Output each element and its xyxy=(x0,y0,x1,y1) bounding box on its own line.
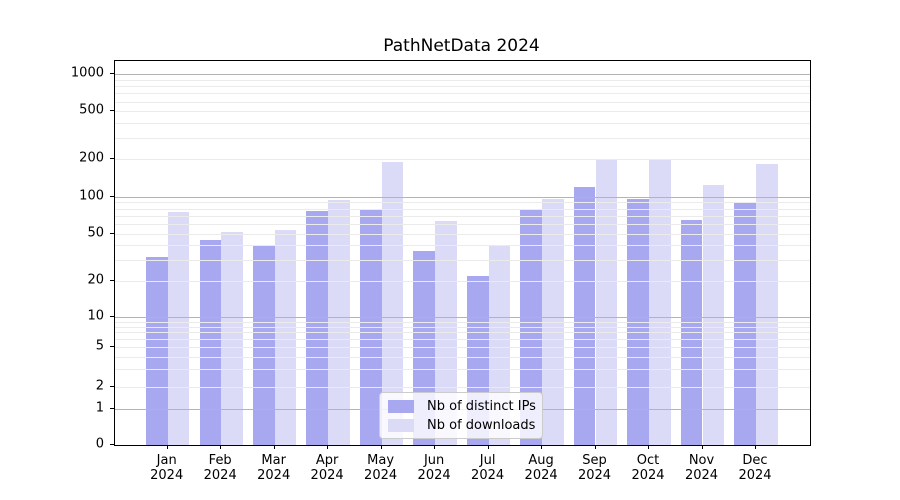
grid-layer xyxy=(115,61,810,445)
distinct-ips-swatch-icon xyxy=(388,399,414,413)
gridline-minor-80 xyxy=(115,208,810,210)
gridline-minor-200 xyxy=(115,159,810,161)
x-tick-label-nov: Nov 2024 xyxy=(684,453,719,483)
legend-label: Nb of distinct IPs xyxy=(427,398,536,414)
x-tick-feb xyxy=(220,445,222,449)
y-tick-label-200: 200 xyxy=(79,150,104,166)
y-tick-50 xyxy=(110,232,114,234)
y-tick-label-5: 5 xyxy=(95,338,104,354)
bar-distinct-ips-sep xyxy=(573,186,596,445)
x-tick-apr xyxy=(327,445,329,449)
x-tick-label-oct: Oct 2024 xyxy=(631,453,665,483)
gridline-minor-9 xyxy=(115,321,810,323)
gridline-minor-900 xyxy=(115,79,810,81)
gridline-minor-5 xyxy=(115,347,810,348)
y-tick-5 xyxy=(110,346,114,347)
y-tick-1000 xyxy=(110,73,114,75)
x-tick-label-aug: Aug 2024 xyxy=(524,453,558,483)
gridline-minor-60 xyxy=(115,224,810,225)
x-tick-label-jul: Jul 2024 xyxy=(471,453,505,483)
gridline-minor-6 xyxy=(115,339,810,341)
x-tick-label-apr: Apr 2024 xyxy=(310,453,344,483)
y-tick-200 xyxy=(110,158,114,160)
x-tick-label-mar: Mar 2024 xyxy=(257,453,291,483)
bar-downloads-oct xyxy=(649,160,671,445)
gridline-minor-600 xyxy=(115,101,810,103)
x-tick-jul xyxy=(487,445,489,449)
x-tick-label-jun: Jun 2024 xyxy=(417,453,451,483)
plot-area: Nb of distinct IPs Nb of downloads xyxy=(114,60,811,446)
x-tick-aug xyxy=(541,445,543,449)
y-tick-label-0: 0 xyxy=(95,436,104,452)
gridline-minor-30 xyxy=(115,259,810,261)
y-tick-label-100: 100 xyxy=(79,188,104,204)
gridline-minor-3 xyxy=(115,369,810,371)
gridline-major-100 xyxy=(115,196,810,198)
x-tick-jan xyxy=(166,445,168,449)
y-tick-1 xyxy=(110,407,114,409)
x-tick-label-feb: Feb 2024 xyxy=(203,453,237,483)
legend-label: Nb of downloads xyxy=(427,417,536,433)
bar-downloads-nov xyxy=(702,184,725,445)
y-tick-label-1000: 1000 xyxy=(70,65,104,81)
x-tick-label-sep: Sep 2024 xyxy=(577,453,612,483)
x-tick-label-jan: Jan 2024 xyxy=(150,453,184,483)
y-tick-10 xyxy=(110,316,114,317)
bar-downloads-jan xyxy=(167,212,190,445)
y-tick-0 xyxy=(110,444,114,445)
gridline-minor-90 xyxy=(115,202,810,204)
bar-distinct-ips-jan xyxy=(146,256,168,445)
chart-title: PathNetData 2024 xyxy=(383,36,540,56)
gridline-minor-2 xyxy=(115,387,810,388)
gridline-minor-800 xyxy=(115,86,810,88)
bar-downloads-sep xyxy=(595,159,618,445)
gridline-minor-70 xyxy=(115,215,810,217)
x-tick-sep xyxy=(594,445,596,449)
gridline-major-10 xyxy=(115,317,810,318)
gridline-minor-8 xyxy=(115,326,810,328)
y-tick-2 xyxy=(110,386,114,387)
bar-downloads-may xyxy=(381,162,404,445)
bar-distinct-ips-apr xyxy=(306,210,329,445)
bar-distinct-ips-feb xyxy=(199,240,222,445)
y-tick-20 xyxy=(110,279,114,281)
x-tick-dec xyxy=(755,445,756,449)
legend-item-downloads: Nb of downloads xyxy=(388,418,542,433)
y-tick-label-10: 10 xyxy=(87,308,104,324)
y-tick-label-2: 2 xyxy=(95,378,104,394)
gridline-minor-20 xyxy=(115,280,810,282)
legend-item-distinct-ips: Nb of distinct IPs xyxy=(388,399,542,414)
y-tick-500 xyxy=(110,110,114,112)
x-tick-label-may: May 2024 xyxy=(364,453,398,483)
y-tick-label-50: 50 xyxy=(87,225,104,241)
bar-distinct-ips-nov xyxy=(680,219,703,445)
bar-downloads-mar xyxy=(274,229,297,445)
gridline-minor-7 xyxy=(115,332,810,334)
bar-downloads-feb xyxy=(221,231,243,445)
y-tick-label-1: 1 xyxy=(95,400,104,415)
gridline-minor-50 xyxy=(115,233,810,235)
bar-distinct-ips-dec xyxy=(734,201,756,445)
x-tick-may xyxy=(380,445,382,449)
gridline-minor-40 xyxy=(115,245,810,247)
gridline-minor-700 xyxy=(115,93,810,95)
x-tick-nov xyxy=(701,445,703,449)
x-tick-oct xyxy=(648,445,649,449)
y-tick-100 xyxy=(110,195,114,197)
gridline-minor-400 xyxy=(115,123,810,124)
legend: Nb of distinct IPs Nb of downloads xyxy=(379,392,543,439)
downloads-swatch-icon xyxy=(388,418,414,432)
gridline-minor-300 xyxy=(115,138,810,140)
y-tick-label-20: 20 xyxy=(87,272,104,287)
gridline-minor-4 xyxy=(115,356,810,358)
gridline-minor-500 xyxy=(115,111,810,113)
gridline-major-1000 xyxy=(115,74,810,76)
x-tick-jun xyxy=(434,445,436,449)
x-tick-label-dec: Dec 2024 xyxy=(738,453,772,483)
x-tick-mar xyxy=(273,445,275,449)
y-tick-label-500: 500 xyxy=(79,102,104,118)
bar-distinct-ips-mar xyxy=(253,245,275,445)
